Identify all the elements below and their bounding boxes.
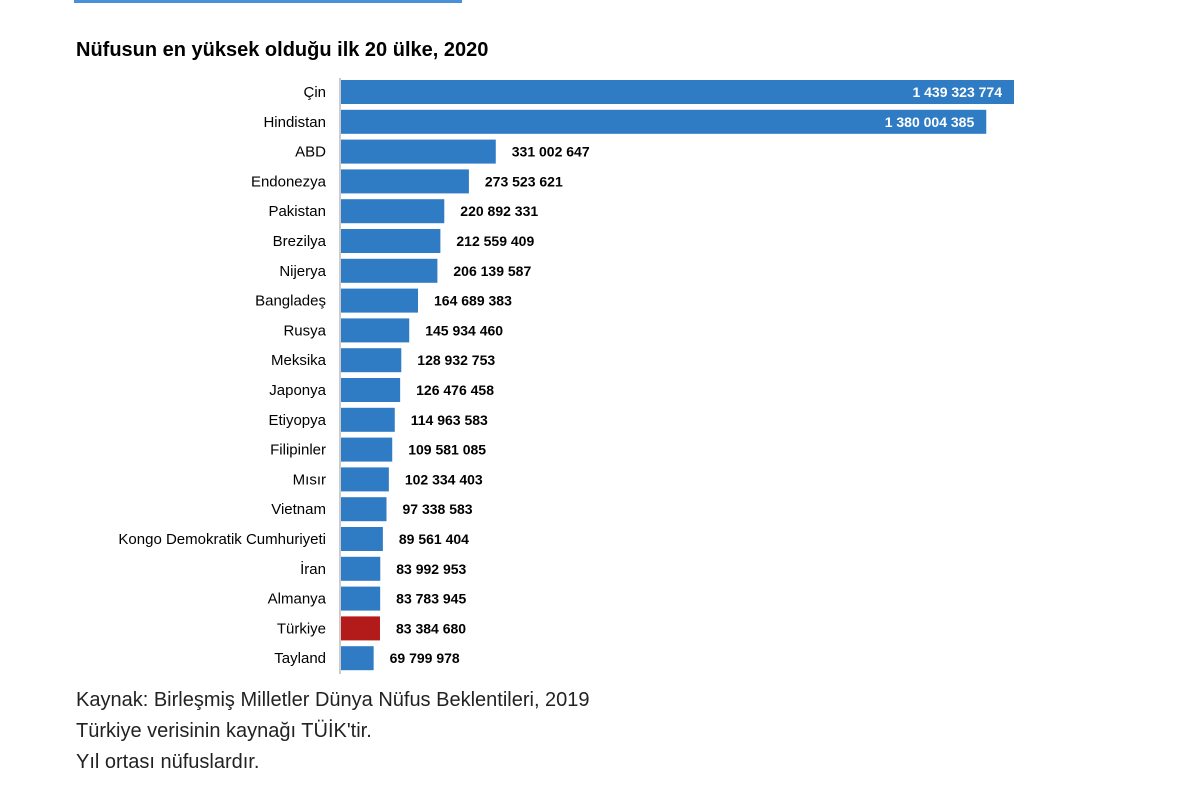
bar [341,139,496,164]
value-label: 69 799 978 [390,650,460,666]
value-label: 83 992 953 [396,561,466,577]
value-label: 1 380 004 385 [885,114,975,130]
category-label: Mısır [293,471,326,488]
value-label: 145 934 460 [425,322,503,338]
bar [341,437,393,462]
bar-chart: Çin 1 439 323 774 Hindistan 1 380 004 385 AB… [118,78,1014,674]
value-label: 109 581 085 [408,442,486,458]
category-label: Almanya [268,591,327,608]
bar [341,407,395,432]
category-label: Çin [303,84,326,101]
bar [341,497,387,522]
bar [341,229,441,253]
value-label: 89 561 404 [399,531,469,547]
bar [341,258,438,283]
value-label: 206 139 587 [453,263,531,279]
category-label: Vietnam [271,501,326,518]
category-label: İran [300,560,326,578]
category-label: Etiyopya [268,412,326,429]
bar [341,199,445,224]
value-label: 97 338 583 [403,501,473,517]
category-label: Kongo Demokratik Cumhuriyeti [118,531,326,548]
category-label: Rusya [283,322,326,339]
value-label: 164 689 383 [434,293,512,309]
value-label: 212 559 409 [456,233,534,249]
turkey-source-note: Türkiye verisinin kaynağı TÜİK'tir. [76,720,372,742]
category-label: Tayland [274,650,326,667]
category-label: Filipinler [270,442,326,459]
category-label: Türkiye [277,620,326,637]
bar-highlighted [341,616,380,641]
bar [341,318,410,343]
bar [341,80,1014,104]
category-label: Pakistan [268,203,326,220]
chart-title: Nüfusun en yüksek olduğu ilk 20 ülke, 20… [76,39,489,61]
category-label: Hindistan [263,114,326,131]
bar [341,109,987,134]
value-label: 114 963 583 [411,412,488,428]
chart-notes: Kaynak: Birleşmiş Milletler Dünya Nüfus … [76,685,590,778]
category-label: Meksika [271,352,327,369]
value-label: 273 523 621 [485,173,563,189]
bar [341,348,402,373]
bar [341,646,374,671]
bar [341,586,381,611]
category-label: Brezilya [273,233,327,250]
value-label: 1 439 323 774 [912,84,1002,100]
value-label: 83 384 680 [396,620,466,636]
bar [341,556,381,581]
bar [341,527,383,551]
category-label: Bangladeş [255,293,326,310]
category-label: Nijerya [279,263,326,280]
bar [341,467,389,492]
source-note: Kaynak: Birleşmiş Milletler Dünya Nüfus … [76,689,590,711]
bar [341,378,401,402]
top-accent-line [74,0,462,3]
value-label: 128 932 753 [417,352,495,368]
bar [341,169,469,194]
value-label: 126 476 458 [416,382,494,398]
value-label: 102 334 403 [405,471,483,487]
bar [341,288,419,313]
category-label: Japonya [269,382,326,399]
value-label: 220 892 331 [460,203,538,219]
category-label: Endonezya [251,173,327,190]
category-label: ABD [295,144,326,161]
value-label: 331 002 647 [512,144,590,160]
midyear-note: Yıl ortası nüfuslardır. [76,751,260,773]
value-label: 83 783 945 [396,591,466,607]
